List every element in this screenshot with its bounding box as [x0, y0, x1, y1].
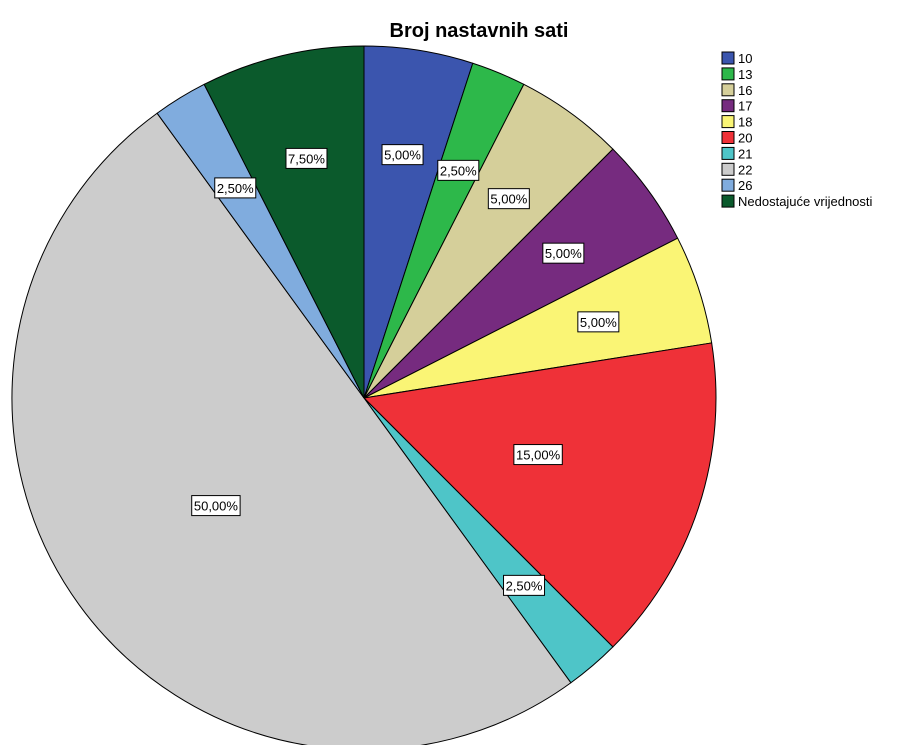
slice-label-text: 15,00%: [516, 448, 561, 463]
slice-label-text: 7,50%: [288, 151, 325, 166]
legend-item: 10: [721, 51, 752, 66]
pie-slice-20: [363, 342, 717, 648]
slice-label-box: [381, 144, 424, 166]
legend-item: 20: [721, 131, 752, 146]
legend-swatch: [721, 99, 735, 113]
pie-slice-22: [11, 112, 572, 745]
slice-label-box: [191, 495, 241, 517]
legend-item: 13: [721, 67, 752, 82]
legend-label: 20: [738, 131, 752, 146]
legend-label: 10: [738, 51, 752, 66]
legend-item: 26: [721, 178, 752, 193]
legend-item: 21: [721, 146, 752, 161]
legend-swatch: [721, 67, 735, 81]
legend-label: 13: [738, 67, 752, 82]
slice-label-box: [542, 242, 585, 264]
slice-label: 2,50%: [503, 574, 546, 596]
legend-label: 17: [738, 99, 752, 114]
slice-label-text: 5,00%: [490, 192, 527, 207]
legend-label: 26: [738, 178, 752, 193]
legend-label: 16: [738, 83, 752, 98]
slice-label-box: [214, 177, 257, 199]
slice-label-text: 50,00%: [194, 499, 239, 514]
legend-label: 22: [738, 162, 752, 177]
legend-swatch: [721, 162, 735, 176]
slice-label-box: [503, 574, 546, 596]
slice-label-text: 2,50%: [440, 163, 477, 178]
legend-swatch: [721, 51, 735, 65]
legend-swatch: [721, 131, 735, 144]
legend-label: Nedostajuće vrijednosti: [738, 194, 873, 209]
slice-label-text: 5,00%: [384, 148, 421, 163]
slice-label: 5,00%: [381, 144, 424, 166]
slice-label-box: [437, 159, 480, 181]
legend-label: 21: [738, 146, 752, 161]
slice-label: 5,00%: [542, 242, 585, 264]
legend-label: 18: [738, 115, 752, 130]
slice-label: 15,00%: [513, 444, 563, 466]
slice-label: 50,00%: [191, 495, 241, 517]
legend-swatch: [721, 178, 735, 192]
slice-label-box: [577, 311, 620, 333]
slice-label-text: 5,00%: [545, 246, 582, 261]
slice-label: 5,00%: [577, 311, 620, 333]
legend-item: Nedostajuće vrijednosti: [721, 194, 873, 209]
slice-label-box: [513, 444, 563, 466]
legend-swatch: [721, 115, 735, 129]
slice-label-text: 5,00%: [580, 315, 617, 330]
chart-title: Broj nastavnih sati: [390, 20, 569, 42]
legend-item: 22: [721, 162, 752, 177]
slice-label: 5,00%: [487, 188, 530, 210]
pie-slice-nedostaju-e-vrijednosti: [203, 45, 365, 399]
slice-labels: 5,00% 2,50% 5,00% 5,00% 5,00% 15,00% 2,50% 50,0…: [191, 144, 620, 596]
slice-label: 7,50%: [285, 147, 328, 169]
legend-swatch: [721, 194, 735, 208]
legend-swatch: [721, 146, 735, 160]
slice-label-text: 2,50%: [217, 181, 254, 196]
legend-item: 17: [721, 99, 752, 114]
slice-label: 2,50%: [437, 159, 480, 181]
slice-label-box: [285, 147, 328, 169]
slice-label-text: 2,50%: [506, 578, 543, 593]
legend-item: 16: [721, 83, 752, 98]
legend-swatch: [721, 83, 735, 97]
slice-label: 2,50%: [214, 177, 257, 199]
pie-slices: [11, 45, 717, 745]
legend-item: 18: [721, 115, 752, 130]
slice-label-box: [487, 188, 530, 210]
